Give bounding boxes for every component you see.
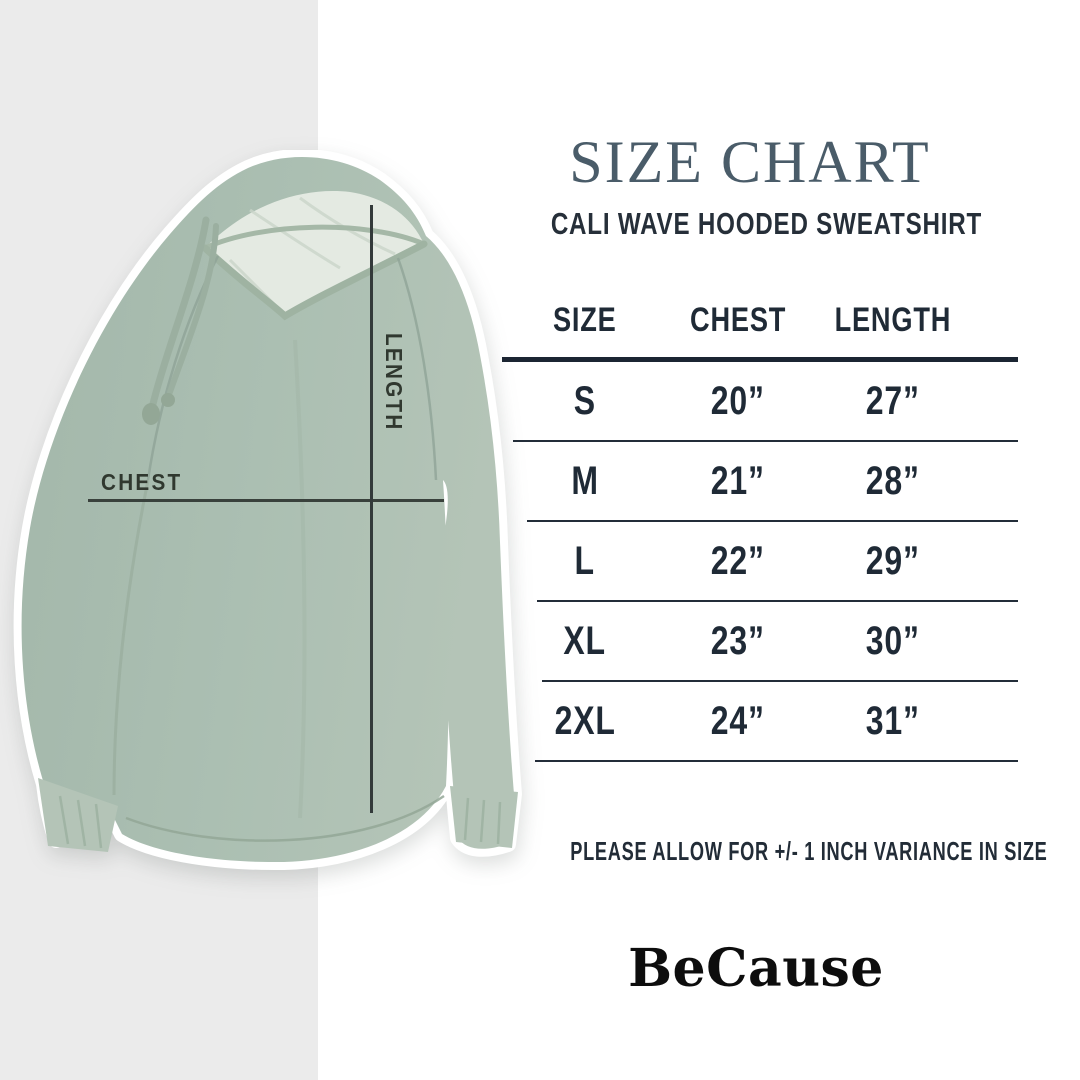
chest-measure-line [88, 499, 444, 502]
size-cell: 2XL [554, 698, 616, 743]
length-cell: 29” [866, 538, 920, 583]
sleeve-inner-edge [112, 479, 150, 796]
header-divider-line [502, 357, 1018, 362]
table-row: 2XL 24” 31” [502, 682, 1018, 762]
sweatshirt-photo [13, 150, 522, 871]
neckline-trim [201, 240, 428, 321]
table-row: XL 23” 30” [502, 602, 1018, 682]
chest-cell: 23” [711, 618, 765, 663]
col-header-length: LENGTH [834, 300, 952, 339]
size-cell: L [574, 538, 596, 583]
chest-label: CHEST [101, 469, 183, 495]
row-divider-line [527, 520, 1018, 522]
row-divider-line [542, 680, 1018, 682]
table-row: L 22” 29” [502, 522, 1018, 602]
hood-collar-seam [203, 224, 425, 251]
length-cell: 27” [866, 378, 920, 423]
length-measure-line [370, 205, 373, 813]
variance-note-text: PLEASE ALLOW FOR +/- 1 INCH VARIANCE IN … [570, 836, 1048, 866]
length-cell: 28” [866, 458, 920, 503]
size-table: SIZE CHEST LENGTH S 20” 27” M 21” 28” L … [502, 283, 1018, 762]
cuff-right [450, 786, 518, 848]
chest-cell: 20” [711, 378, 765, 423]
drawstrings [142, 216, 219, 425]
row-divider-line [535, 760, 1018, 762]
hem-stitch-line [125, 794, 445, 842]
col-header-chest: CHEST [689, 300, 787, 339]
col-header-size: SIZE [553, 300, 617, 339]
page-title: SIZE CHART [569, 129, 931, 195]
product-subtitle-text: CALI WAVE HOODED SWEATSHIRT [550, 206, 983, 241]
raglan-seam-right [396, 257, 438, 481]
size-cell: S [573, 378, 597, 423]
table-row: M 21” 28” [502, 442, 1018, 522]
cuff-left [38, 778, 118, 852]
body-crease [293, 339, 307, 819]
length-cell: 31” [866, 698, 920, 743]
length-cell: 30” [866, 618, 920, 663]
product-subtitle: CALI WAVE HOODED SWEATSHIRT [490, 206, 1010, 242]
brand-logo: BeCause [628, 938, 884, 999]
variance-note: PLEASE ALLOW FOR +/- 1 INCH VARIANCE IN … [468, 836, 1047, 867]
size-cell: M [571, 458, 599, 503]
row-divider-line [513, 440, 1018, 442]
size-cell: XL [563, 618, 607, 663]
length-label: LENGTH [381, 333, 407, 432]
chest-cell: 24” [711, 698, 765, 743]
table-header-row: SIZE CHEST LENGTH [502, 283, 1018, 357]
chest-cell: 22” [711, 538, 765, 583]
row-divider-line [537, 600, 1018, 602]
chest-cell: 21” [711, 458, 765, 503]
table-row: S 20” 27” [502, 362, 1018, 442]
hoodie-silhouette [13, 150, 522, 871]
